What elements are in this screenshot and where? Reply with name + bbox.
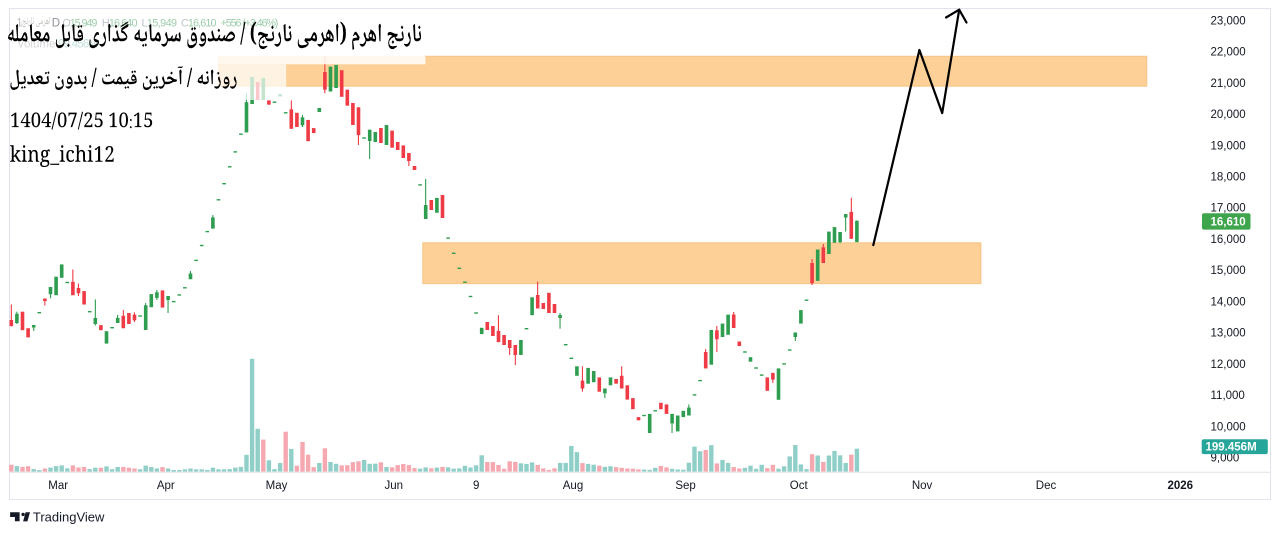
svg-text:May: May bbox=[266, 480, 288, 492]
svg-text:9: 9 bbox=[473, 480, 479, 492]
svg-text:99.456M: 99.456M bbox=[58, 39, 98, 51]
svg-text:Aug: Aug bbox=[563, 480, 583, 492]
svg-text:23,000: 23,000 bbox=[1211, 15, 1246, 27]
svg-text:21,000: 21,000 bbox=[1211, 78, 1246, 90]
svg-text:13,000: 13,000 bbox=[1211, 328, 1246, 340]
svg-text:11,000: 11,000 bbox=[1211, 390, 1245, 402]
svg-text:+556 (+3.46%): +556 (+3.46%) bbox=[221, 18, 279, 30]
svg-text:10,000: 10,000 bbox=[1211, 421, 1246, 433]
svg-text:2026: 2026 bbox=[1168, 480, 1194, 492]
svg-text:20,000: 20,000 bbox=[1211, 109, 1246, 121]
svg-text:H16,640: H16,640 bbox=[102, 18, 138, 30]
svg-text:Oct: Oct bbox=[790, 480, 809, 492]
svg-text:22,000: 22,000 bbox=[1211, 47, 1246, 59]
svg-text:199.456M: 199.456M bbox=[1206, 442, 1257, 454]
svg-text:L15,949: L15,949 bbox=[142, 18, 178, 30]
svg-text:TradingView: TradingView bbox=[33, 509, 105, 524]
svg-text:C16,610: C16,610 bbox=[181, 18, 217, 30]
svg-text:12,000: 12,000 bbox=[1211, 359, 1246, 371]
svg-text:Dec: Dec bbox=[1036, 480, 1057, 492]
svg-text:1: 1 bbox=[16, 18, 22, 30]
svg-text:O15,949: O15,949 bbox=[62, 18, 97, 30]
svg-text:18,000: 18,000 bbox=[1211, 172, 1246, 184]
svg-text:19,000: 19,000 bbox=[1211, 140, 1246, 152]
svg-text:15,000: 15,000 bbox=[1211, 265, 1246, 277]
svg-text:9,000: 9,000 bbox=[1211, 453, 1240, 465]
svg-text:Mar: Mar bbox=[48, 480, 68, 492]
svg-text:Volume: Volume bbox=[17, 39, 55, 51]
svg-text:17,000: 17,000 bbox=[1211, 203, 1246, 215]
svg-text:Nov: Nov bbox=[912, 480, 933, 492]
svg-text:Apr: Apr bbox=[157, 480, 175, 492]
svg-text:Sep: Sep bbox=[675, 480, 695, 492]
svg-text:14,000: 14,000 bbox=[1211, 296, 1246, 308]
svg-text:Jun: Jun bbox=[385, 480, 404, 492]
svg-text:16,000: 16,000 bbox=[1211, 234, 1246, 246]
svg-text:D: D bbox=[52, 18, 60, 30]
svg-text:16,610: 16,610 bbox=[1211, 217, 1246, 229]
